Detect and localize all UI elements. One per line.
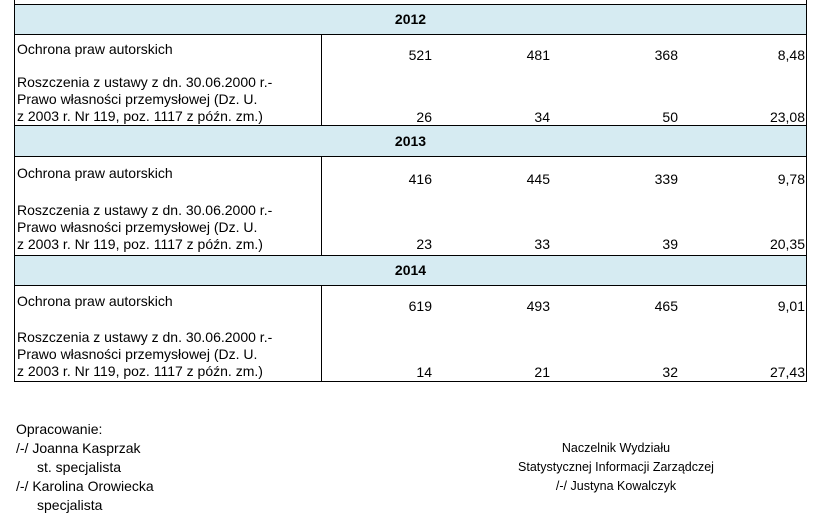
year-label: 2012 [394, 11, 427, 27]
grid-line [14, 34, 15, 126]
value-cell: 493 [526, 298, 550, 314]
value-cell: 9,01 [777, 298, 805, 314]
value-cell: 34 [534, 109, 550, 125]
year-header: 2013 [15, 126, 806, 156]
grid-line [806, 125, 807, 157]
value-cell: 23,08 [769, 109, 805, 125]
year-label: 2013 [394, 133, 427, 149]
value-cell: 368 [654, 47, 678, 63]
grid-line [14, 4, 15, 35]
grid-line [14, 125, 15, 157]
value-cell: 33 [534, 236, 550, 252]
value-cell: 23 [416, 236, 432, 252]
grid-line [14, 156, 15, 256]
grid-line [806, 4, 807, 35]
value-cell: 26 [416, 109, 432, 125]
row-label-copyright: Ochrona praw autorskich [17, 293, 173, 309]
label-line: Prawo własności przemysłowej (Dz. U. [17, 346, 258, 362]
signature-name: /-/ Justyna Kowalczyk [555, 479, 677, 493]
grid-line [14, 4, 807, 5]
author-name: /-/ Karolina Orowiecka [16, 478, 154, 494]
year-header: 2014 [15, 256, 806, 285]
value-cell: 32 [662, 364, 678, 380]
year-label: 2014 [394, 262, 427, 278]
year-header: 2012 [15, 5, 806, 34]
grid-line [806, 156, 807, 256]
value-cell: 416 [408, 171, 432, 187]
value-cell: 339 [654, 171, 678, 187]
value-cell: 521 [408, 47, 432, 63]
grid-line [14, 255, 15, 286]
value-cell: 27,43 [769, 364, 805, 380]
grid-line [321, 34, 322, 126]
value-cell: 619 [408, 298, 432, 314]
value-cell: 481 [526, 47, 550, 63]
row-label-industrial-property: Roszczenia z ustawy z dn. 30.06.2000 r.-… [17, 202, 272, 253]
grid-line [14, 255, 807, 256]
row-label-industrial-property: Roszczenia z ustawy z dn. 30.06.2000 r.-… [17, 329, 272, 380]
grid-line [14, 285, 15, 382]
value-cell: 50 [662, 109, 678, 125]
label-line: z 2003 r. Nr 119, poz. 1117 z późn. zm.) [17, 108, 263, 124]
grid-line [806, 0, 807, 5]
label-line: Prawo własności przemysłowej (Dz. U. [17, 219, 258, 235]
signature-department: Statystycznej Informacji Zarządczej [518, 460, 714, 474]
value-cell: 14 [416, 364, 432, 380]
value-cell: 8,48 [777, 47, 805, 63]
grid-line [321, 285, 322, 382]
value-cell: 9,78 [777, 171, 805, 187]
value-cell: 465 [654, 298, 678, 314]
value-cell: 445 [526, 171, 550, 187]
grid-line [14, 156, 807, 157]
grid-line [14, 285, 807, 286]
value-cell: 39 [662, 236, 678, 252]
label-line: z 2003 r. Nr 119, poz. 1117 z późn. zm.) [17, 363, 263, 379]
signature-title: Naczelnik Wydziału [561, 441, 671, 455]
row-label-copyright: Ochrona praw autorskich [17, 165, 173, 181]
author-name: /-/ Joanna Kasprzak [16, 440, 141, 456]
grid-line [806, 255, 807, 286]
author-role: specjalista [37, 497, 103, 513]
value-cell: 21 [534, 364, 550, 380]
label-line: Roszczenia z ustawy z dn. 30.06.2000 r.- [17, 202, 273, 218]
row-label-copyright: Ochrona praw autorskich [17, 41, 173, 57]
label-line: z 2003 r. Nr 119, poz. 1117 z późn. zm.) [17, 236, 263, 252]
value-cell: 20,35 [769, 236, 805, 252]
prepared-by-label: Opracowanie: [16, 421, 103, 437]
label-line: Prawo własności przemysłowej (Dz. U. [17, 91, 258, 107]
grid-line [14, 125, 807, 126]
grid-line [14, 0, 15, 5]
label-line: Roszczenia z ustawy z dn. 30.06.2000 r.- [17, 74, 273, 90]
label-line: Roszczenia z ustawy z dn. 30.06.2000 r.- [17, 329, 273, 345]
author-role: st. specjalista [37, 459, 122, 475]
grid-line [806, 34, 807, 126]
row-label-industrial-property: Roszczenia z ustawy z dn. 30.06.2000 r.-… [17, 74, 272, 125]
grid-line [14, 34, 807, 35]
grid-line [806, 285, 807, 382]
grid-line [14, 381, 807, 382]
grid-line [321, 156, 322, 256]
